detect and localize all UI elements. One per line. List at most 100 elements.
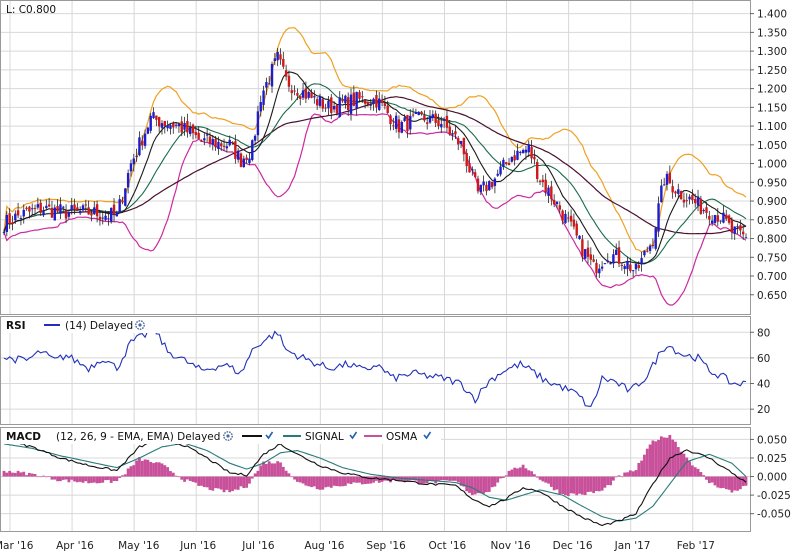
price-y-tick-label: 0.950 bbox=[757, 177, 787, 189]
osma-bar bbox=[211, 476, 215, 491]
candle-body bbox=[225, 146, 229, 149]
candle-body bbox=[583, 249, 587, 259]
candle-body bbox=[713, 214, 717, 224]
candle-body bbox=[53, 207, 56, 221]
osma-bar bbox=[143, 459, 147, 477]
osma-bar bbox=[679, 451, 683, 477]
osma-bar bbox=[738, 476, 742, 490]
osma-bar bbox=[332, 476, 336, 486]
macd-y-tick-label: 0.050 bbox=[757, 434, 787, 446]
candle-body bbox=[186, 121, 189, 133]
candle-body bbox=[67, 212, 71, 217]
candle-body bbox=[265, 82, 268, 88]
candle-body bbox=[530, 147, 533, 159]
osma-bar bbox=[352, 476, 356, 483]
candle-body bbox=[183, 122, 186, 130]
osma-bar bbox=[456, 476, 460, 483]
bollinger-upper-line bbox=[3, 27, 747, 253]
osma-bar bbox=[626, 472, 629, 477]
candle-body bbox=[516, 150, 519, 160]
checkmark-icon[interactable] bbox=[423, 431, 432, 440]
osma-bar bbox=[654, 441, 658, 477]
gear-icon[interactable] bbox=[223, 431, 233, 441]
osma-bar bbox=[115, 476, 119, 482]
rsi-params[interactable]: (14) Delayed bbox=[65, 320, 133, 332]
osma-bar bbox=[504, 475, 508, 477]
candle-body bbox=[606, 260, 609, 262]
osma-bar bbox=[369, 476, 373, 484]
osma-bar bbox=[109, 476, 113, 483]
candle-body bbox=[612, 254, 615, 264]
candle-body bbox=[544, 179, 547, 193]
candle-body bbox=[338, 97, 341, 118]
candle-body bbox=[84, 204, 88, 206]
candle-body bbox=[442, 119, 446, 121]
candle-body bbox=[708, 215, 711, 220]
osma-bar bbox=[335, 476, 339, 487]
x-axis-labels: Mar '16 Apr '16 May '16 Jun '16 Jul '16 Aug '… bbox=[0, 540, 715, 552]
osma-bar bbox=[468, 476, 471, 493]
osma-bar bbox=[250, 476, 254, 479]
osma-bar bbox=[665, 437, 669, 477]
osma-bar bbox=[530, 471, 533, 477]
sma-short-line bbox=[3, 71, 747, 265]
osma-bar bbox=[705, 476, 708, 480]
candle-body bbox=[598, 268, 601, 274]
candle-body bbox=[22, 209, 25, 217]
rsi-plot bbox=[3, 321, 747, 407]
osma-bar bbox=[284, 470, 288, 477]
osma-bar bbox=[713, 476, 717, 486]
checkmark-icon[interactable] bbox=[265, 431, 274, 440]
osma-bar bbox=[70, 476, 74, 480]
candle-body bbox=[273, 58, 277, 61]
osma-bar bbox=[262, 461, 265, 477]
x-tick-label: Jun '16 bbox=[179, 540, 216, 552]
price-y-tick-label: 0.900 bbox=[757, 196, 787, 208]
rsi-y-tick-label: 20 bbox=[757, 404, 770, 416]
candle-body bbox=[110, 207, 113, 222]
candle-body bbox=[248, 158, 251, 164]
osma-bar bbox=[566, 476, 570, 497]
osma-bar bbox=[321, 476, 325, 490]
candle-body bbox=[341, 99, 344, 102]
price-y-tick-label: 1.150 bbox=[757, 102, 787, 114]
osma-bar bbox=[589, 476, 593, 492]
osma-bar bbox=[611, 476, 615, 481]
osma-label: OSMA bbox=[386, 431, 418, 443]
osma-bar bbox=[603, 476, 607, 488]
candle-body bbox=[121, 200, 124, 203]
osma-bar bbox=[744, 476, 748, 486]
candle-body bbox=[504, 162, 508, 164]
candle-body bbox=[332, 106, 336, 110]
rsi-panel[interactable] bbox=[0, 316, 751, 425]
osma-bar bbox=[724, 476, 728, 490]
candle-body bbox=[510, 156, 514, 162]
candle-body bbox=[733, 226, 736, 234]
macd-params[interactable]: (12, 26, 9 - EMA, EMA) Delayed bbox=[56, 431, 220, 443]
osma-bar bbox=[439, 476, 443, 481]
signal-label: SIGNAL bbox=[305, 431, 344, 443]
osma-bar bbox=[592, 476, 596, 494]
candle-body bbox=[578, 235, 581, 240]
price-y-tick-label: 1.050 bbox=[757, 140, 787, 152]
candle-body bbox=[688, 196, 691, 200]
candle-body bbox=[11, 222, 14, 224]
osma-bar bbox=[516, 468, 519, 477]
candle-body bbox=[191, 124, 195, 134]
bollinger-lower-line bbox=[3, 112, 747, 306]
candle-body bbox=[631, 270, 635, 272]
osma-bar bbox=[267, 461, 271, 477]
osma-bar bbox=[476, 476, 480, 494]
candle-body bbox=[451, 133, 454, 135]
checkmark-icon[interactable] bbox=[349, 431, 358, 440]
osma-bar bbox=[188, 476, 192, 481]
candle-body bbox=[90, 213, 93, 216]
osma-bar bbox=[482, 476, 486, 494]
candle-body bbox=[629, 264, 632, 271]
candle-body bbox=[335, 105, 339, 114]
osma-bar bbox=[507, 470, 511, 477]
candle-body bbox=[536, 161, 539, 180]
candle-body bbox=[59, 204, 62, 214]
gear-icon[interactable] bbox=[135, 320, 145, 330]
osma-bar bbox=[264, 463, 268, 477]
